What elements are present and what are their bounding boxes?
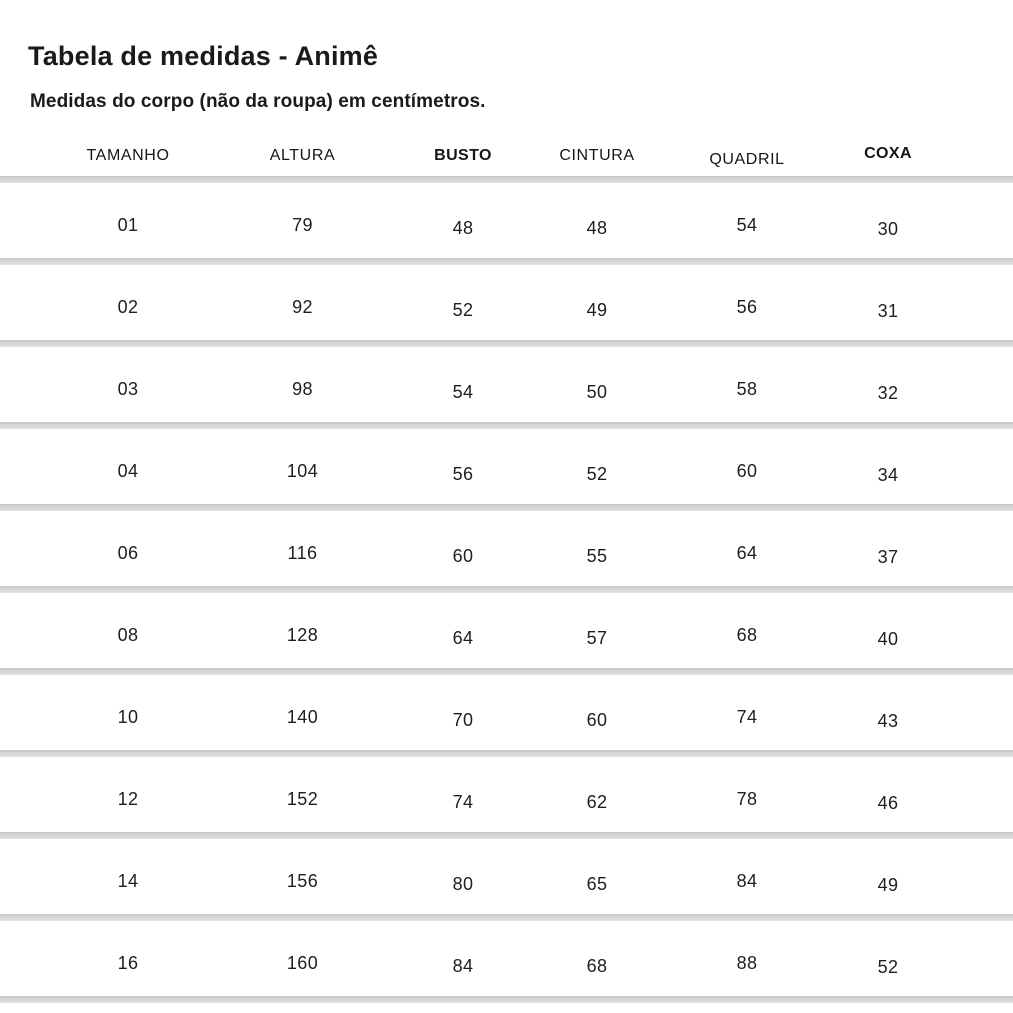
header-busto: BUSTO xyxy=(434,147,492,164)
row-divider xyxy=(0,586,1013,593)
table-cell: 06 xyxy=(117,543,139,563)
table-cell: 54 xyxy=(736,215,758,235)
table-cell: 50 xyxy=(586,382,608,402)
row-divider xyxy=(0,914,1013,921)
table-cell: 03 xyxy=(117,379,139,399)
page-title: Tabela de medidas - Animê xyxy=(28,41,379,71)
header-tamanho: TAMANHO xyxy=(86,147,170,164)
table-cell: 140 xyxy=(286,707,319,727)
table-cell: 78 xyxy=(736,789,758,809)
row-divider xyxy=(0,504,1013,511)
table-row-size-04: 04 104 56 52 60 34 xyxy=(0,429,1013,504)
table-cell: 104 xyxy=(286,461,319,481)
table-cell: 60 xyxy=(586,710,608,730)
table-cell: 55 xyxy=(586,546,608,566)
table-cell: 56 xyxy=(452,464,474,484)
header-coxa: COXA xyxy=(864,145,912,162)
table-cell: 58 xyxy=(736,379,758,399)
table-cell: 46 xyxy=(877,793,899,813)
table-cell: 40 xyxy=(877,629,899,649)
table-row-size-10: 10 140 70 60 74 43 xyxy=(0,675,1013,750)
table-cell: 74 xyxy=(452,792,474,812)
table-cell: 116 xyxy=(287,543,318,563)
row-divider xyxy=(0,422,1013,429)
table-cell: 68 xyxy=(586,956,608,976)
table-cell: 57 xyxy=(586,628,608,648)
table-cell: 68 xyxy=(736,625,758,645)
table-cell: 14 xyxy=(117,871,139,891)
row-divider xyxy=(0,832,1013,839)
table-row-size-03: 03 98 54 50 58 32 xyxy=(0,347,1013,422)
table-cell: 48 xyxy=(452,218,474,238)
table-cell: 01 xyxy=(117,215,139,235)
row-divider xyxy=(0,176,1013,183)
header-cintura: CINTURA xyxy=(559,147,635,164)
header-quadril: QUADRIL xyxy=(709,151,785,168)
table-cell: 79 xyxy=(292,215,313,235)
table-cell: 52 xyxy=(452,300,474,320)
table-row-size-06: 06 116 60 55 64 37 xyxy=(0,511,1013,586)
table-cell: 64 xyxy=(452,628,474,648)
table-cell: 02 xyxy=(117,297,139,317)
table-row-size-14: 14 156 80 65 84 49 xyxy=(0,839,1013,914)
table-cell: 70 xyxy=(452,710,474,730)
table-cell: 56 xyxy=(736,297,758,317)
table-cell: 160 xyxy=(286,953,319,973)
table-cell: 49 xyxy=(877,875,899,895)
table-cell: 34 xyxy=(877,465,899,485)
header-altura: ALTURA xyxy=(269,147,336,164)
table-row-size-12: 12 152 74 62 78 46 xyxy=(0,757,1013,832)
table-cell: 30 xyxy=(877,219,899,239)
table-cell: 52 xyxy=(586,464,608,484)
table-cell: 98 xyxy=(292,379,313,399)
table-header-row: TAMANHO ALTURA BUSTO CINTURA QUADRIL COX… xyxy=(0,112,1013,176)
table-cell: 65 xyxy=(586,874,608,894)
row-divider xyxy=(0,258,1013,265)
table-cell: 152 xyxy=(286,789,319,809)
row-divider xyxy=(0,996,1013,1003)
table-cell: 08 xyxy=(117,625,139,645)
table-cell: 80 xyxy=(452,874,474,894)
table-cell: 92 xyxy=(292,297,313,317)
table-row-size-16: 16 160 84 68 88 52 xyxy=(0,921,1013,996)
table-cell: 43 xyxy=(877,711,899,731)
table-row-size-02: 02 92 52 49 56 31 xyxy=(0,265,1013,340)
table-cell: 10 xyxy=(117,707,139,727)
table-cell: 64 xyxy=(736,543,758,563)
table-row-size-08: 08 128 64 57 68 40 xyxy=(0,593,1013,668)
table-cell: 04 xyxy=(117,461,139,481)
row-divider xyxy=(0,750,1013,757)
table-cell: 48 xyxy=(586,218,608,238)
table-cell: 37 xyxy=(877,547,899,567)
table-cell: 52 xyxy=(877,957,899,977)
table-cell: 62 xyxy=(586,792,608,812)
table-cell: 84 xyxy=(452,956,474,976)
table-cell: 156 xyxy=(286,871,319,891)
table-cell: 74 xyxy=(736,707,758,727)
table-cell: 60 xyxy=(736,461,758,481)
table-cell: 16 xyxy=(117,953,139,973)
table-cell: 84 xyxy=(736,871,758,891)
table-cell: 128 xyxy=(286,625,319,645)
page-subtitle: Medidas do corpo (não da roupa) em centí… xyxy=(30,91,486,112)
table-cell: 49 xyxy=(586,300,608,320)
row-divider xyxy=(0,668,1013,675)
table-cell: 32 xyxy=(877,383,899,403)
table-row-size-01: 01 79 48 48 54 30 xyxy=(0,183,1013,258)
table-cell: 31 xyxy=(877,301,899,321)
table-cell: 12 xyxy=(117,789,139,809)
table-cell: 88 xyxy=(736,953,758,973)
table-cell: 54 xyxy=(452,382,474,402)
row-divider xyxy=(0,340,1013,347)
table-cell: 60 xyxy=(452,546,474,566)
